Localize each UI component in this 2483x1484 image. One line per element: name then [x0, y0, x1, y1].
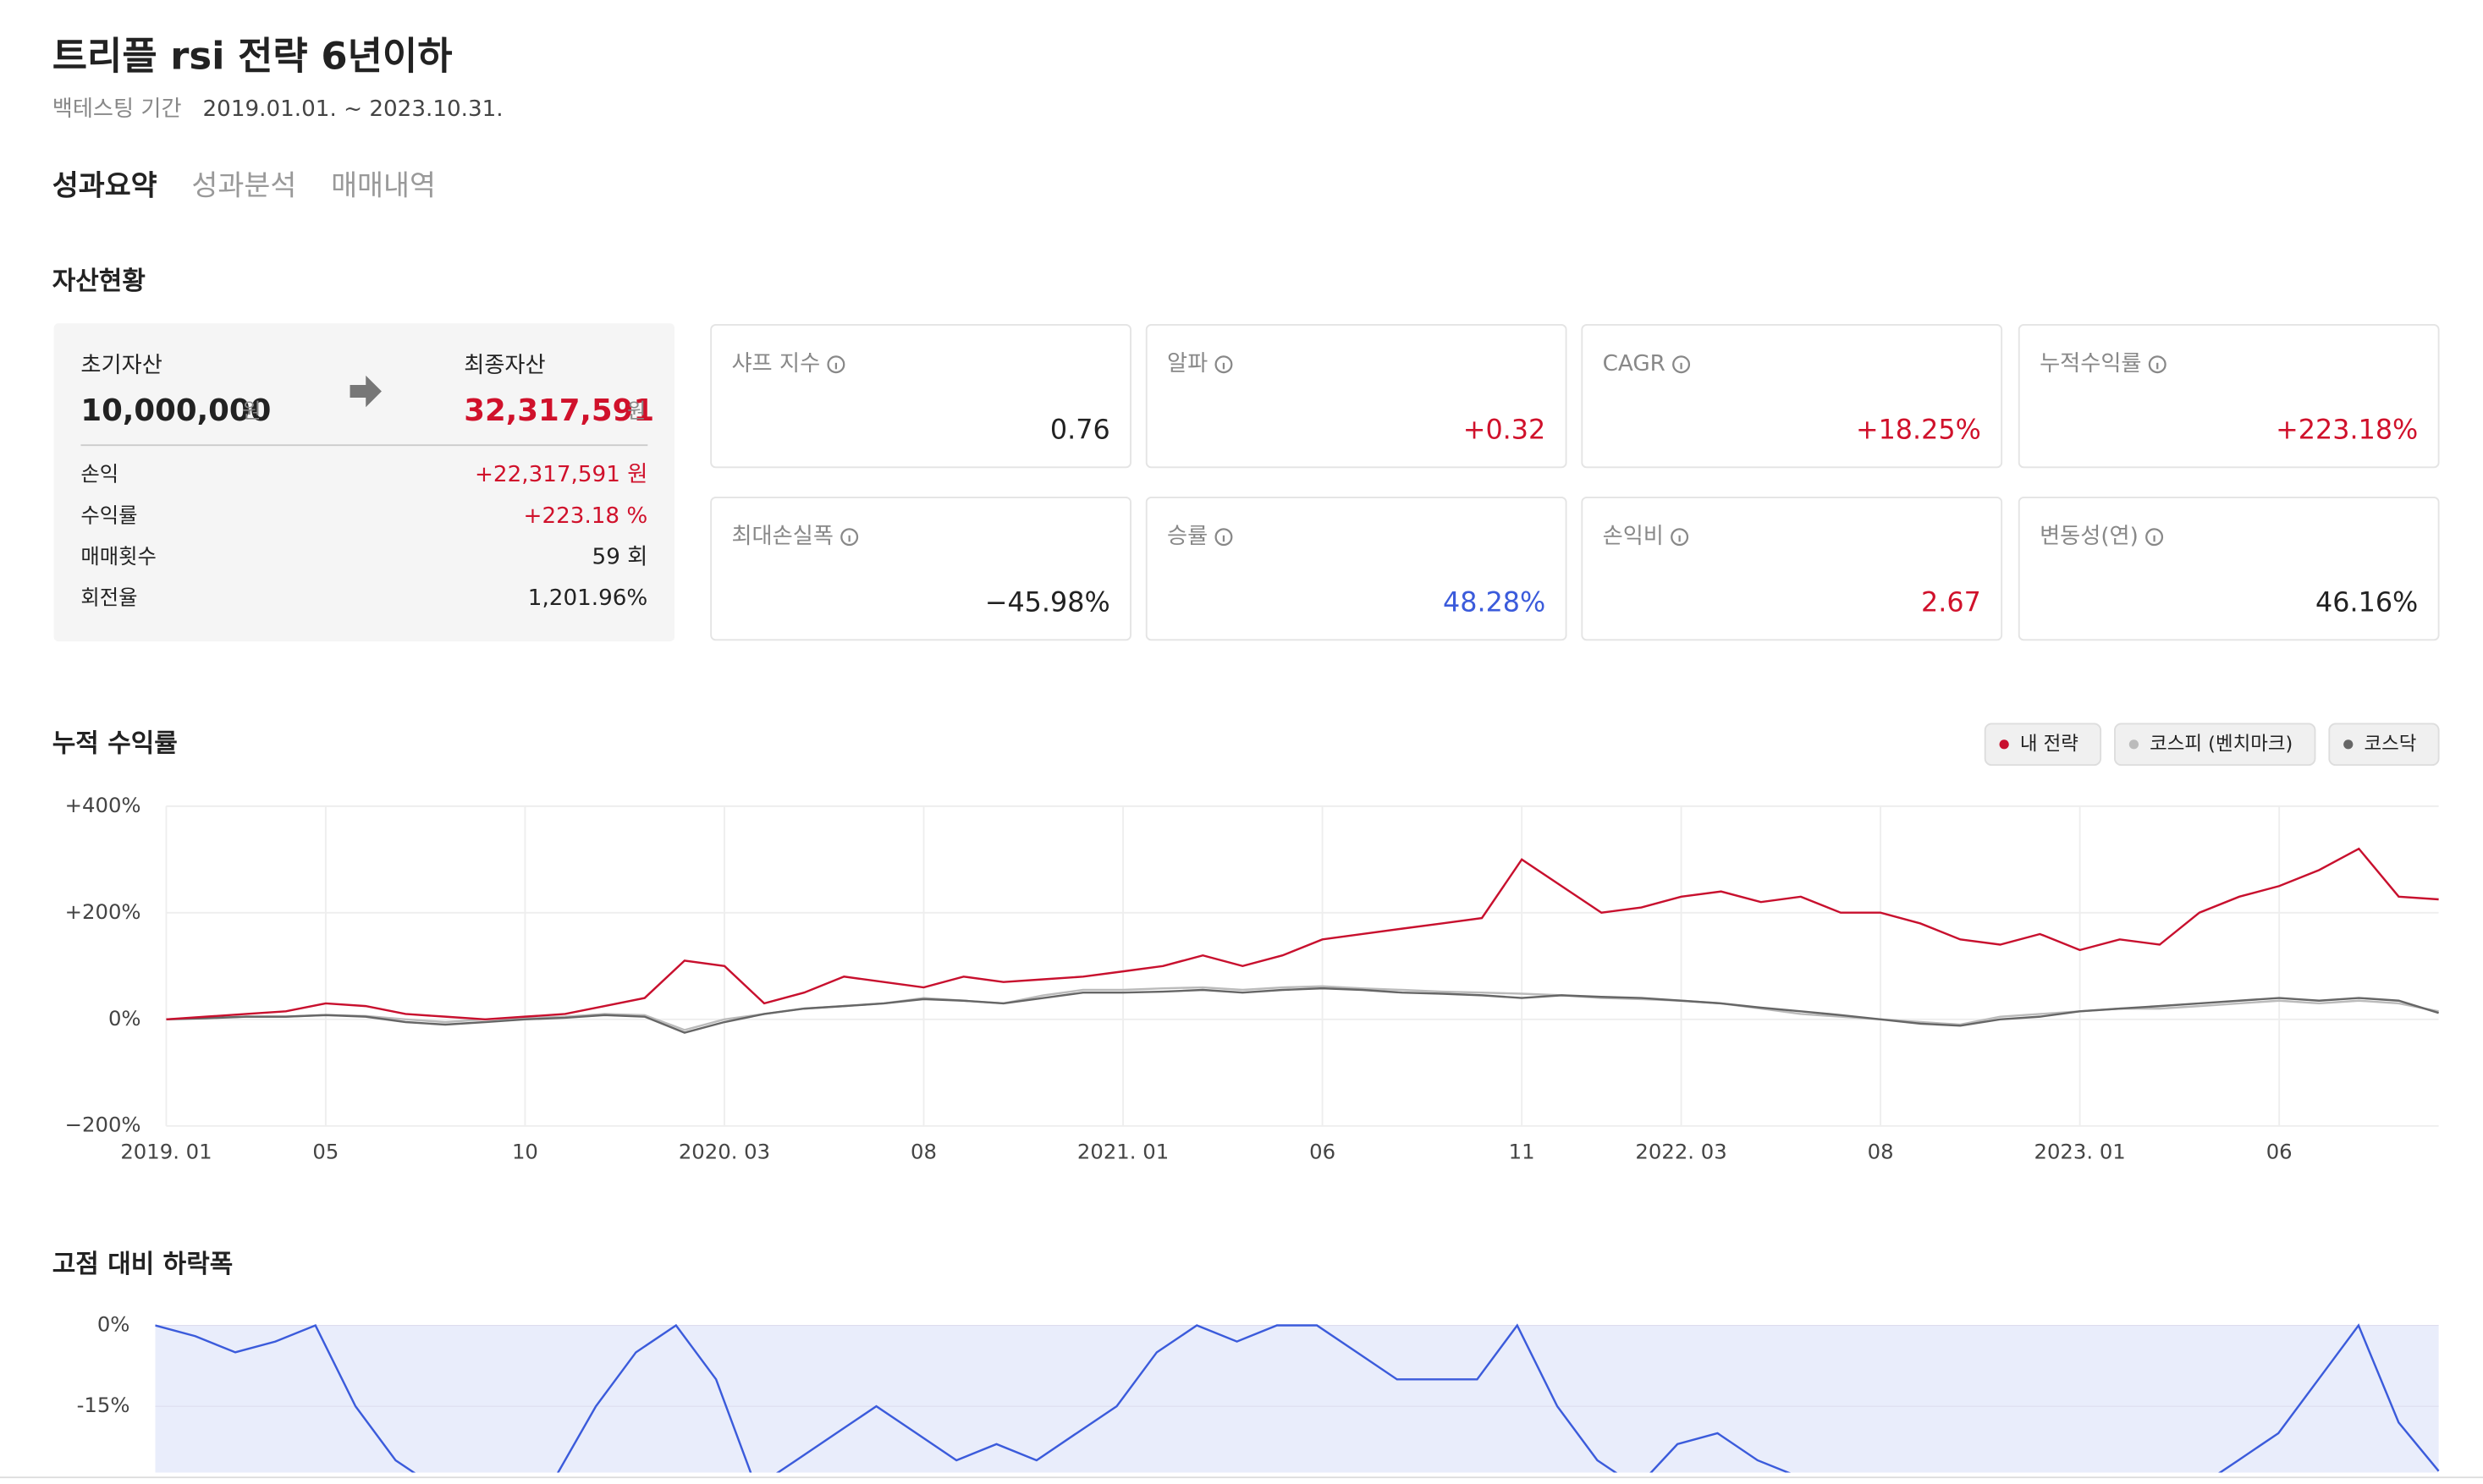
x-tick-label: 2021. 01: [1077, 1140, 1169, 1164]
legend-dot: [2128, 739, 2139, 750]
tab[interactable]: 성과분석: [191, 169, 296, 202]
series-line: [155, 1323, 2440, 1473]
row-label: 손익: [80, 462, 118, 486]
metric-value: 48.28%: [1443, 586, 1545, 618]
metric-label: CAGR: [1603, 351, 1665, 376]
x-tick-label: 06: [2266, 1140, 2293, 1164]
x-tick-label: 2019. 01: [120, 1140, 212, 1164]
metric-value: 0.76: [1050, 414, 1110, 445]
asset-label: 초기자산: [80, 353, 162, 378]
metric-card: [2018, 324, 2440, 469]
metric-value: 2.67: [1921, 586, 1981, 618]
legend-item[interactable]: [2328, 723, 2440, 767]
metric-card: [710, 496, 1131, 641]
metric-label: 손익비: [1603, 524, 1664, 549]
period: 2019.01.01. ~ 2023.10.31.: [203, 96, 504, 122]
metric-label: 샤프 지수: [731, 351, 820, 376]
row-value: 59 회: [592, 545, 648, 570]
x-tick-label: 10: [512, 1140, 538, 1164]
plot-area: [155, 1323, 2440, 1473]
x-tick-label: 2022. 03: [1635, 1140, 1726, 1164]
info-icon: [1214, 355, 1233, 374]
legend-label: 코스닥: [2364, 733, 2416, 755]
metric-card: [1145, 324, 1567, 469]
y-tick-label: +200%: [65, 899, 141, 924]
row-label: 매매횟수: [80, 544, 156, 569]
legend-item[interactable]: [1984, 723, 2102, 767]
metric-card: [1145, 496, 1567, 641]
section-title: 자산현황: [52, 267, 146, 296]
chart-title: 누적 수익률: [52, 728, 178, 758]
metric-label: 변동성(연): [2040, 524, 2139, 549]
metric-label: 승률: [1167, 524, 1208, 549]
row-value: 1,201.96%: [528, 585, 648, 611]
series-line: [166, 985, 2439, 1031]
x-tick-label: 11: [1509, 1140, 1535, 1164]
legend-label: 내 전략: [2020, 733, 2078, 755]
asset-unit: 원: [627, 398, 646, 423]
legend-dot: [2343, 739, 2354, 750]
metric-card: [1581, 324, 2003, 469]
legend-item[interactable]: [2114, 723, 2316, 767]
metric-value: +18.25%: [1856, 414, 1981, 445]
metric-card: [710, 324, 1131, 469]
asset-label: 최종자산: [464, 353, 545, 378]
info-icon: [2148, 355, 2166, 374]
x-tick-label: 08: [911, 1140, 937, 1164]
x-tick-label: 08: [1868, 1140, 1894, 1164]
metric-value: +223.18%: [2276, 414, 2418, 445]
info-icon: [1672, 355, 1691, 374]
y-tick-label: 0%: [97, 1312, 130, 1337]
y-tick-label: 0%: [108, 1006, 141, 1031]
tab[interactable]: 성과요약: [52, 169, 157, 202]
series-line: [166, 987, 2439, 1034]
legend-dot: [1999, 739, 2009, 750]
x-tick-label: 05: [312, 1140, 339, 1164]
tab[interactable]: 매매내역: [331, 169, 436, 202]
chart-title: 고점 대비 하락폭: [52, 1250, 234, 1279]
y-tick-label: -15%: [77, 1393, 130, 1417]
row-value: +22,317,591 원: [475, 462, 647, 487]
row-label: 수익률: [80, 503, 137, 527]
y-tick-label: −200%: [65, 1113, 141, 1137]
x-tick-label: 2020. 03: [679, 1140, 770, 1164]
metric-card: [2018, 496, 2440, 641]
metric-label: 누적수익률: [2040, 351, 2141, 376]
page-title: 트리플 rsi 전략 6년이하: [52, 34, 453, 79]
info-icon: [2145, 528, 2164, 547]
metric-label: 최대손실폭: [731, 524, 833, 549]
metric-value: −45.98%: [985, 586, 1110, 618]
x-tick-label: 2023. 01: [2034, 1140, 2125, 1164]
info-icon: [827, 355, 845, 374]
metric-label: 알파: [1167, 351, 1208, 376]
series-line: [166, 847, 2439, 1021]
metric-card: [1581, 496, 2003, 641]
metric-value: +0.32: [1463, 414, 1545, 445]
info-icon: [1214, 528, 1233, 547]
info-icon: [840, 528, 859, 547]
y-tick-label: +400%: [65, 793, 141, 817]
period-label: 백테스팅 기간: [52, 96, 182, 122]
legend-label: 코스피 (벤치마크): [2150, 733, 2293, 755]
row-value: +223.18 %: [524, 503, 648, 529]
asset-box: [53, 323, 675, 642]
asset-unit: 원: [242, 398, 261, 423]
info-icon: [1671, 528, 1689, 547]
asset-value: 10,000,000: [80, 393, 271, 428]
asset-value: 32,317,591: [464, 393, 654, 428]
plot-bg: [155, 1325, 2439, 1473]
row-label: 회전율: [80, 585, 137, 610]
x-tick-label: 06: [1309, 1140, 1335, 1164]
metric-value: 46.16%: [2315, 586, 2418, 618]
